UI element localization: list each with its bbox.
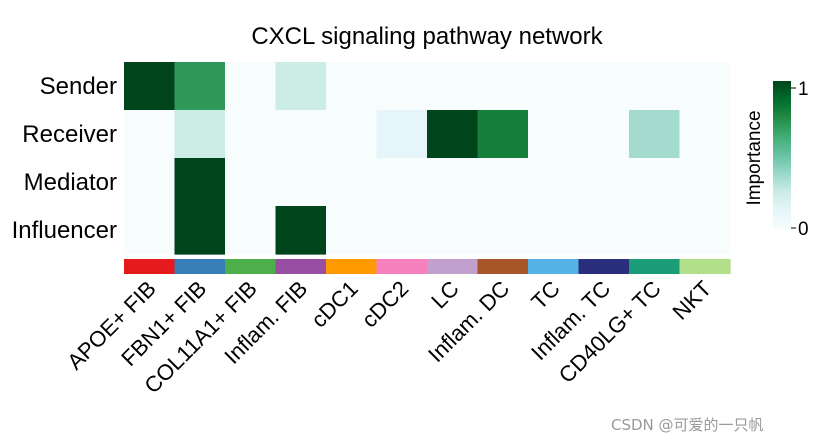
heatmap-cell — [124, 110, 176, 159]
heatmap-cell — [124, 206, 176, 255]
column-label: NKT — [667, 276, 716, 325]
heatmap-cell — [225, 158, 277, 207]
group-color-bar — [124, 259, 731, 274]
heatmap-cell — [275, 206, 327, 255]
heatmap-cell — [427, 206, 479, 255]
row-label: Receiver — [22, 121, 117, 148]
row-labels: Sender Receiver Mediator Influencer — [12, 73, 117, 244]
heatmap-cell — [326, 158, 378, 207]
heatmap-cell — [326, 206, 378, 255]
column-label: TC — [526, 276, 564, 314]
heatmap-cell — [225, 62, 277, 111]
watermark: CSDN @可爱的一只帆 — [611, 416, 764, 434]
heatmap-cell — [679, 158, 731, 207]
colorbar-title: Importance — [744, 110, 765, 205]
heatmap-cells — [124, 62, 731, 255]
heatmap-cell — [477, 110, 529, 159]
heatmap-cell — [275, 158, 327, 207]
row-label: Sender — [40, 73, 117, 100]
group-color-swatch — [427, 259, 479, 274]
heatmap-cell — [528, 62, 580, 111]
heatmap-cell — [174, 62, 226, 111]
heatmap-cell — [679, 62, 731, 111]
heatmap-cell — [326, 110, 378, 159]
heatmap-cell — [225, 110, 277, 159]
group-color-swatch — [578, 259, 630, 274]
heatmap-cell — [427, 110, 479, 159]
group-color-swatch — [326, 259, 378, 274]
heatmap-cell — [578, 62, 630, 111]
heatmap-cell — [629, 110, 681, 159]
group-color-swatch — [124, 259, 176, 274]
colorbar-max-label: 1 — [798, 79, 809, 100]
row-label: Influencer — [12, 217, 117, 244]
colorbar: 1 0 Importance — [744, 79, 809, 240]
heatmap-cell — [174, 158, 226, 207]
column-label: cDC2 — [357, 276, 414, 333]
heatmap-cell — [578, 206, 630, 255]
colorbar-min-label: 0 — [798, 219, 809, 240]
column-label: LC — [426, 276, 464, 314]
group-color-swatch — [528, 259, 580, 274]
heatmap-cell — [477, 62, 529, 111]
heatmap-cell — [376, 62, 428, 111]
heatmap-cell — [629, 62, 681, 111]
heatmap-cell — [275, 62, 327, 111]
heatmap-cell — [124, 62, 176, 111]
group-color-swatch — [629, 259, 681, 274]
heatmap-cell — [679, 110, 731, 159]
heatmap-cell — [477, 206, 529, 255]
heatmap-cell — [427, 62, 479, 111]
group-color-swatch — [275, 259, 327, 274]
group-color-swatch — [376, 259, 428, 274]
heatmap-cell — [528, 158, 580, 207]
heatmap-cell — [225, 206, 277, 255]
row-label: Mediator — [24, 169, 117, 196]
heatmap-cell — [326, 62, 378, 111]
column-label: cDC1 — [306, 276, 363, 333]
heatmap-cell — [528, 110, 580, 159]
heatmap-cell — [174, 110, 226, 159]
chart-title: CXCL signaling pathway network — [251, 23, 603, 50]
heatmap-cell — [275, 110, 327, 159]
heatmap-cell — [124, 158, 176, 207]
heatmap-cell — [477, 158, 529, 207]
group-color-swatch — [679, 259, 731, 274]
heatmap-cell — [578, 110, 630, 159]
group-color-swatch — [174, 259, 226, 274]
heatmap-cell — [629, 158, 681, 207]
group-color-swatch — [225, 259, 277, 274]
heatmap-cell — [528, 206, 580, 255]
heatmap-cell — [376, 206, 428, 255]
heatmap-cell — [174, 206, 226, 255]
heatmap-cell — [376, 158, 428, 207]
heatmap-cell — [578, 158, 630, 207]
heatmap-cell — [629, 206, 681, 255]
group-color-swatch — [477, 259, 529, 274]
heatmap-cell — [679, 206, 731, 255]
heatmap-cell — [427, 158, 479, 207]
heatmap-cell — [376, 110, 428, 159]
colorbar-gradient — [773, 81, 791, 229]
